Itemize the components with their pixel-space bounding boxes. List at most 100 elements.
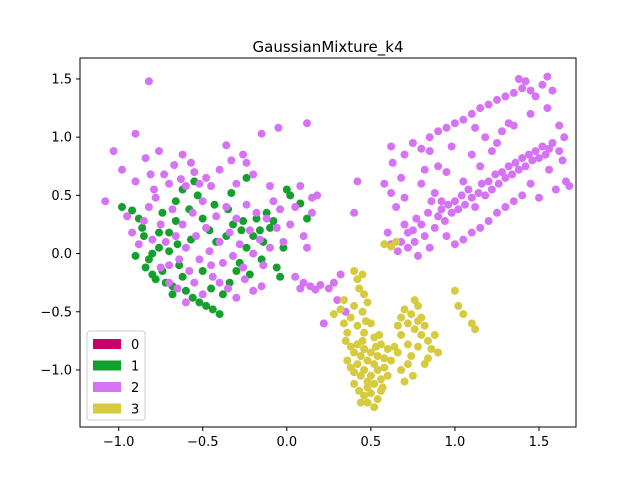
legend-box — [86, 330, 146, 421]
point-cluster-2 — [476, 223, 485, 232]
point-cluster-2 — [161, 237, 170, 246]
point-cluster-2 — [471, 203, 480, 211]
point-cluster-3 — [360, 290, 369, 299]
point-cluster-3 — [350, 348, 359, 357]
point-cluster-1 — [266, 223, 274, 232]
point-cluster-2 — [412, 214, 421, 223]
point-cluster-1 — [131, 251, 140, 260]
point-cluster-2 — [387, 189, 396, 197]
y-tick-label: 0.0 — [51, 247, 72, 262]
point-cluster-2 — [440, 217, 449, 225]
point-cluster-1 — [242, 173, 251, 182]
point-cluster-2 — [139, 217, 148, 225]
point-cluster-2 — [471, 123, 480, 132]
point-cluster-3 — [380, 363, 389, 372]
point-cluster-2 — [491, 170, 500, 179]
point-cluster-3 — [346, 313, 355, 322]
point-cluster-2 — [313, 191, 322, 200]
point-cluster-3 — [363, 383, 372, 392]
point-cluster-2 — [447, 142, 456, 151]
point-cluster-2 — [531, 92, 540, 101]
point-cluster-2 — [190, 278, 199, 287]
point-cluster-1 — [141, 263, 150, 272]
point-cluster-2 — [123, 212, 132, 221]
point-cluster-1 — [286, 191, 295, 200]
point-cluster-2 — [526, 179, 535, 188]
legend-swatch-2 — [93, 382, 121, 392]
point-cluster-2 — [291, 272, 300, 281]
point-cluster-2 — [454, 205, 463, 214]
point-cluster-2 — [467, 193, 476, 202]
point-cluster-2 — [148, 235, 157, 244]
point-cluster-3 — [336, 305, 345, 314]
point-cluster-1 — [188, 293, 197, 302]
point-cluster-2 — [150, 185, 158, 194]
point-cluster-2 — [484, 217, 493, 225]
point-cluster-3 — [353, 321, 362, 330]
point-cluster-2 — [545, 144, 554, 153]
point-cluster-2 — [484, 177, 493, 186]
point-cluster-3 — [400, 377, 409, 386]
point-cluster-2 — [387, 142, 396, 151]
point-cluster-3 — [356, 398, 365, 407]
point-cluster-2 — [170, 161, 179, 170]
point-cluster-3 — [403, 340, 412, 349]
point-cluster-2 — [319, 319, 328, 328]
point-cluster-3 — [403, 360, 412, 369]
point-cluster-2 — [171, 232, 180, 241]
point-cluster-2 — [461, 200, 469, 209]
point-cluster-2 — [198, 197, 207, 206]
point-cluster-2 — [424, 208, 432, 217]
point-cluster-1 — [128, 206, 137, 215]
x-tick-label: 1.5 — [529, 435, 550, 450]
point-cluster-3 — [383, 345, 392, 353]
point-cluster-1 — [198, 267, 207, 275]
y-tick-label: −1.0 — [40, 363, 72, 378]
point-cluster-2 — [329, 278, 338, 287]
point-cluster-2 — [548, 86, 557, 95]
point-cluster-3 — [355, 284, 364, 293]
point-cluster-3 — [358, 336, 367, 345]
y-tick-label: 0.5 — [51, 189, 72, 204]
point-cluster-2 — [514, 165, 523, 174]
point-cluster-2 — [531, 147, 540, 156]
point-cluster-1 — [144, 255, 153, 264]
point-cluster-1 — [227, 189, 236, 197]
point-cluster-2 — [185, 267, 194, 275]
point-cluster-3 — [353, 360, 362, 369]
point-cluster-2 — [450, 119, 459, 128]
point-cluster-3 — [459, 310, 468, 319]
point-cluster-2 — [308, 208, 316, 217]
point-cluster-3 — [377, 375, 385, 384]
point-cluster-3 — [380, 240, 389, 249]
point-cluster-2 — [526, 86, 535, 95]
point-cluster-1 — [239, 217, 248, 225]
point-cluster-2 — [181, 298, 190, 307]
point-cluster-2 — [181, 182, 190, 190]
y-tick-label: 1.5 — [51, 72, 72, 87]
point-cluster-1 — [282, 185, 291, 194]
point-cluster-1 — [242, 243, 251, 252]
point-cluster-1 — [173, 240, 182, 249]
point-cluster-2 — [245, 226, 254, 235]
point-cluster-1 — [237, 226, 246, 235]
point-cluster-2 — [192, 232, 200, 241]
point-cluster-1 — [151, 275, 160, 284]
point-cluster-2 — [141, 154, 150, 163]
point-cluster-2 — [493, 208, 501, 217]
point-cluster-2 — [392, 203, 401, 211]
point-cluster-1 — [155, 228, 163, 237]
legend-label-3: 3 — [131, 403, 139, 418]
point-cluster-2 — [188, 208, 197, 217]
point-cluster-2 — [151, 193, 160, 202]
point-cluster-3 — [397, 331, 406, 339]
point-cluster-2 — [417, 179, 426, 188]
point-cluster-2 — [493, 95, 501, 104]
point-cluster-3 — [358, 270, 367, 279]
point-cluster-2 — [215, 278, 224, 287]
point-cluster-1 — [155, 243, 163, 252]
point-cluster-3 — [373, 366, 382, 374]
point-cluster-3 — [454, 301, 463, 310]
point-cluster-2 — [156, 220, 165, 229]
point-cluster-1 — [229, 220, 237, 229]
